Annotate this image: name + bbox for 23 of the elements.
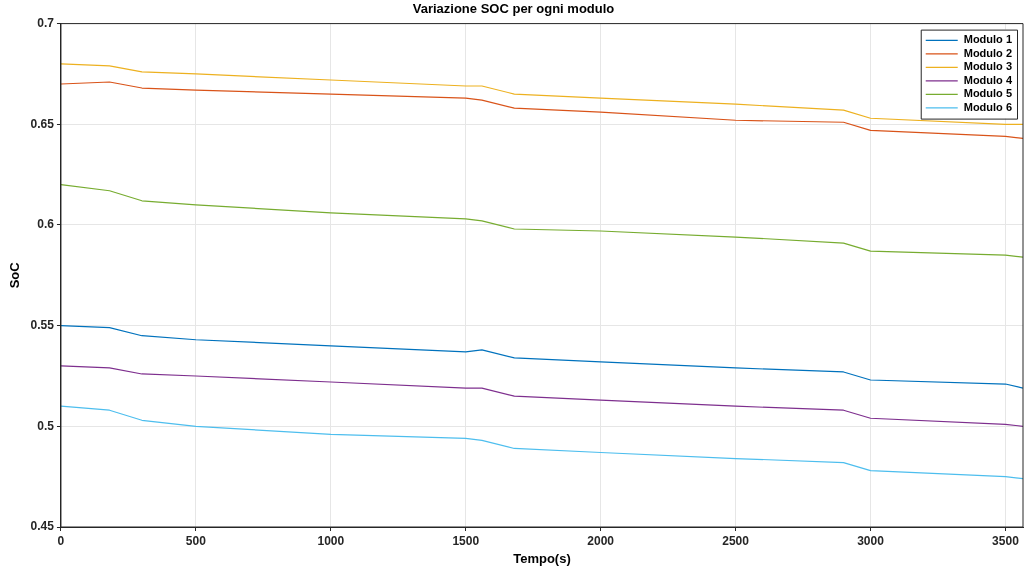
legend-label: Modulo 4 — [963, 73, 1013, 86]
legend-label: Modulo 2 — [963, 46, 1013, 59]
x-tick-label: 0 — [57, 533, 65, 548]
y-tick-label: 0.6 — [37, 217, 55, 232]
y-tick-label: 0.7 — [37, 15, 55, 30]
legend-label: Modulo 1 — [963, 33, 1013, 46]
y-tick-label: 0.65 — [30, 116, 55, 131]
x-axis-title: Tempo(s) — [513, 550, 571, 566]
y-tick-label: 0.5 — [37, 418, 55, 433]
y-tick-label: 0.45 — [30, 519, 55, 534]
legend-label: Modulo 6 — [963, 100, 1013, 113]
x-tick-label: 500 — [185, 533, 207, 548]
legend-label: Modulo 5 — [963, 87, 1013, 100]
x-tick-label: 1500 — [452, 533, 480, 548]
x-tick-label: 3500 — [992, 533, 1020, 548]
chart-title: Variazione SOC per ogni modulo — [412, 1, 615, 17]
x-tick-label: 3000 — [857, 533, 885, 548]
y-tick-label: 0.55 — [30, 317, 55, 332]
x-tick-label: 2500 — [722, 533, 750, 548]
x-tick-label: 1000 — [317, 533, 345, 548]
y-axis-title: SoC — [7, 261, 23, 289]
legend-label: Modulo 3 — [963, 60, 1013, 73]
x-tick-label: 2000 — [587, 533, 615, 548]
